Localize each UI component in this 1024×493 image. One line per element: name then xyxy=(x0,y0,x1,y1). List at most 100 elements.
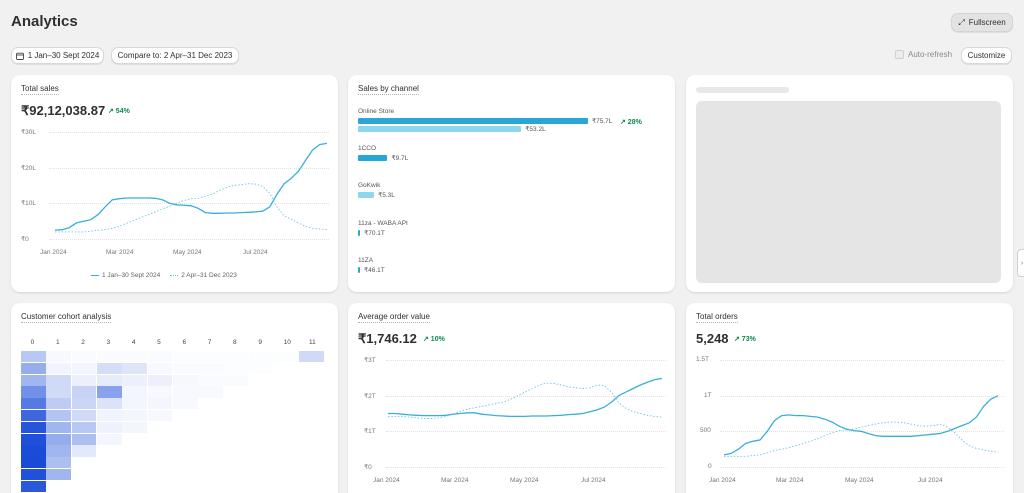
cohort-cell[interactable] xyxy=(172,374,198,386)
cohort-cell[interactable] xyxy=(46,410,72,422)
cohort-cell[interactable] xyxy=(122,374,147,386)
cohort-cell[interactable] xyxy=(122,398,147,410)
channel-bar[interactable] xyxy=(358,230,361,236)
cohort-cell[interactable] xyxy=(97,351,122,362)
cohort-cell[interactable] xyxy=(21,480,46,493)
cohort-cell[interactable] xyxy=(147,410,173,422)
cohort-cell[interactable] xyxy=(21,362,46,375)
cohort-cell[interactable] xyxy=(96,398,122,410)
cohort-cell[interactable] xyxy=(46,386,72,398)
cohort-cell[interactable] xyxy=(122,362,147,375)
cohort-cell[interactable] xyxy=(46,445,72,457)
cohort-cell[interactable] xyxy=(71,433,97,445)
legend-current[interactable]: 1 Jan–30 Sept 2024 xyxy=(91,272,160,279)
date-range-button[interactable]: 1 Jan–30 Sept 2024 xyxy=(11,47,104,64)
cohort-cell[interactable] xyxy=(173,398,198,409)
cohort-cell[interactable] xyxy=(96,433,122,445)
auto-refresh-checkbox[interactable] xyxy=(895,50,904,59)
cohort-cell[interactable] xyxy=(46,398,72,410)
cohort-cell[interactable] xyxy=(21,386,46,398)
channel-bar[interactable] xyxy=(358,118,588,124)
cohort-cell[interactable] xyxy=(21,398,46,410)
total-orders-card[interactable]: Total orders 5,248 ↗ 73% 1.5T 1T 500 0 J… xyxy=(686,303,1013,493)
cohort-cell[interactable] xyxy=(274,351,299,362)
cohort-title[interactable]: Customer cohort analysis xyxy=(21,312,112,323)
skeleton-body xyxy=(696,101,1001,283)
cohort-cell[interactable] xyxy=(21,433,46,445)
cohort-cell[interactable] xyxy=(299,351,325,363)
cohort-cell[interactable] xyxy=(223,351,248,362)
total-orders-chart[interactable] xyxy=(686,303,1013,493)
cohort-cell[interactable] xyxy=(71,386,97,398)
cohort-cell[interactable] xyxy=(223,375,248,386)
y-tick: ₹20L xyxy=(21,165,36,172)
cohort-cell[interactable] xyxy=(198,386,223,397)
customize-button[interactable]: Customize xyxy=(961,47,1012,64)
cohort-cell[interactable] xyxy=(96,374,122,386)
cohort-cell[interactable] xyxy=(71,410,97,422)
cohort-cell[interactable] xyxy=(122,351,147,362)
total-orders-title[interactable]: Total orders xyxy=(696,312,738,323)
cohort-cell[interactable] xyxy=(148,386,173,397)
cohort-cell[interactable] xyxy=(198,351,223,362)
cohort-cell[interactable] xyxy=(21,457,46,469)
cohort-cell[interactable] xyxy=(21,445,46,457)
total-sales-card[interactable]: Total sales ₹92,12,038.87 ↗ 54% ₹30L ₹20… xyxy=(11,75,338,292)
aov-card[interactable]: Average order value ₹1,746.12 ↗ 10% ₹3T … xyxy=(348,303,675,493)
channel-bar[interactable] xyxy=(358,192,375,198)
cohort-cell[interactable] xyxy=(96,362,122,375)
cohort-cell[interactable] xyxy=(147,398,173,410)
cohort-cell[interactable] xyxy=(249,363,274,374)
cohort-cell[interactable] xyxy=(46,469,72,481)
x-tick: Mar 2024 xyxy=(441,477,469,484)
cohort-cell[interactable] xyxy=(122,386,147,398)
cohort-cell[interactable] xyxy=(96,386,122,398)
compare-button[interactable]: Compare to: 2 Apr–31 Dec 2023 xyxy=(111,47,239,64)
cohort-cell[interactable] xyxy=(21,351,46,363)
cohort-cell[interactable] xyxy=(72,351,97,362)
total-sales-title[interactable]: Total sales xyxy=(21,84,59,95)
cohort-cell[interactable] xyxy=(71,445,97,457)
fullscreen-button[interactable]: ⤢ Fullscreen xyxy=(951,13,1013,32)
side-panel-tab[interactable]: › xyxy=(1017,249,1024,277)
cohort-cell[interactable] xyxy=(122,421,147,434)
cohort-cell[interactable] xyxy=(71,421,97,434)
auto-refresh-toggle[interactable]: Auto-refresh xyxy=(895,50,952,59)
total-sales-chart[interactable] xyxy=(11,75,338,292)
channel-compare-bar[interactable] xyxy=(358,126,522,132)
cohort-cell[interactable] xyxy=(249,351,274,362)
cohort-cell[interactable] xyxy=(71,362,97,375)
channel-bar[interactable] xyxy=(358,155,388,161)
aov-chart[interactable] xyxy=(348,303,675,493)
cohort-cell[interactable] xyxy=(46,351,71,362)
cohort-card[interactable]: Customer cohort analysis 0 1 2 3 4 5 6 7 8 9 10 11 xyxy=(11,303,338,493)
cohort-cell[interactable] xyxy=(21,374,46,386)
cohort-cell[interactable] xyxy=(96,421,122,434)
cohort-cell[interactable] xyxy=(21,421,46,434)
cohort-cell[interactable] xyxy=(122,410,147,422)
cohort-cell[interactable] xyxy=(46,421,72,434)
cohort-cell[interactable] xyxy=(223,363,248,374)
aov-title[interactable]: Average order value xyxy=(358,312,430,323)
cohort-cell[interactable] xyxy=(173,351,198,362)
cohort-cell[interactable] xyxy=(173,363,198,374)
cohort-cell[interactable] xyxy=(148,351,173,362)
cohort-cell[interactable] xyxy=(46,433,72,445)
cohort-cell[interactable] xyxy=(198,363,223,374)
cohort-cell[interactable] xyxy=(173,386,198,397)
cohort-cell[interactable] xyxy=(21,469,46,481)
cohort-cell[interactable] xyxy=(71,374,97,386)
cohort-cell[interactable] xyxy=(71,398,97,410)
cohort-cell[interactable] xyxy=(46,362,72,375)
cohort-cell[interactable] xyxy=(46,457,72,469)
sales-by-channel-title[interactable]: Sales by channel xyxy=(358,84,419,95)
cohort-cell[interactable] xyxy=(96,410,122,422)
cohort-cell[interactable] xyxy=(46,374,72,386)
cohort-cell[interactable] xyxy=(148,363,173,374)
channel-bar[interactable] xyxy=(358,267,360,273)
legend-compare[interactable]: 2 Apr–31 Dec 2023 xyxy=(170,272,237,279)
cohort-cell[interactable] xyxy=(198,375,223,386)
cohort-cell[interactable] xyxy=(147,374,173,386)
sales-by-channel-card[interactable]: Sales by channel Online Store ₹75.7L ↗ 28%… xyxy=(348,75,675,292)
cohort-cell[interactable] xyxy=(21,410,46,422)
